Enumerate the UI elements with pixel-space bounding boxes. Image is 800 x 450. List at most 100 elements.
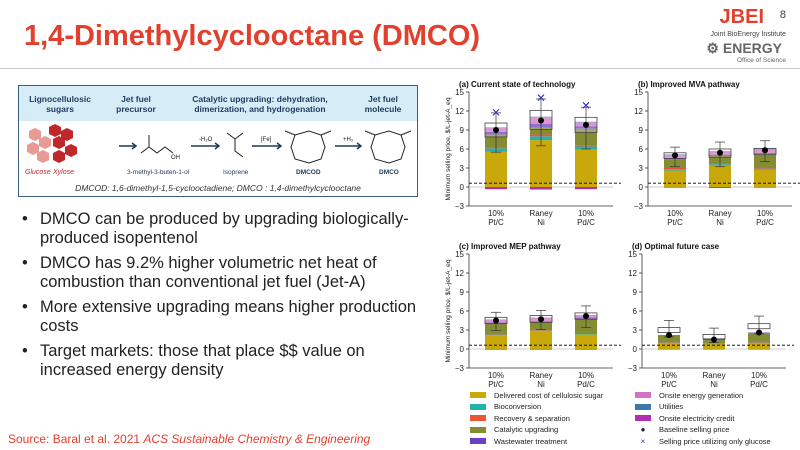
y-tick-label: −3 — [628, 364, 638, 373]
legend-swatch — [470, 392, 486, 399]
bar-segment — [658, 342, 680, 349]
slide-title: 1,4-Dimethylcyclooctane (DMCO) — [24, 20, 481, 52]
panel-title: (c) Improved MEP pathway — [459, 242, 561, 251]
diagram-header: Lignocellulosic sugars Jet fuel precurso… — [19, 86, 417, 121]
bar-segment — [658, 342, 680, 343]
y-tick-label: 12 — [628, 269, 637, 278]
diagram-caption: DMCOD: 1,6-dimethyl-1,5-cyclooctadiene; … — [75, 183, 361, 193]
bar-segment — [575, 333, 597, 335]
legend-label: Wastewater treatment — [494, 436, 568, 446]
y-tick-label: 15 — [628, 250, 637, 259]
bar-segment — [703, 343, 725, 345]
bar-segment — [754, 168, 776, 169]
baseline-point — [762, 147, 768, 154]
legend-item: Recovery & separation — [468, 413, 633, 424]
bar-segment — [748, 342, 770, 343]
y-tick-label: 6 — [460, 307, 465, 316]
bar-segment — [748, 333, 770, 343]
x-tick-label: 10% — [578, 209, 594, 218]
baseline-point — [583, 121, 589, 128]
bar-segment — [485, 349, 507, 350]
y-tick-label: 9 — [633, 288, 638, 297]
y-tick-label: 12 — [634, 107, 643, 116]
glucose-only-point — [492, 108, 500, 116]
baseline-marker-icon: ● — [640, 425, 646, 435]
bullet-item: Target markets: those that place $$ valu… — [18, 342, 428, 380]
x-tick-label: 10% — [661, 371, 677, 380]
bar-segment — [754, 169, 776, 187]
legend-item: Wastewater treatment — [468, 436, 633, 447]
y-tick-label: 0 — [639, 183, 644, 192]
bar-segment — [754, 168, 776, 170]
x-tick-label: Ni — [716, 218, 724, 227]
legend-label: Delivered cost of cellulosic sugar — [494, 390, 604, 400]
glucose-label: Glucose — [25, 169, 51, 176]
doe-subtitle: Office of Science — [736, 57, 786, 64]
y-tick-label: 12 — [455, 107, 464, 116]
oh-label: OH — [171, 155, 180, 161]
baseline-point — [666, 332, 672, 339]
x-tick-label: Ni — [710, 380, 718, 387]
doe-logo-text: ENERGY — [722, 40, 782, 56]
y-axis-label: Minimum selling price, $/L-jet-A_eq — [445, 259, 452, 362]
bar-segment — [575, 149, 597, 187]
header-upgrading: Catalytic upgrading: dehydration, dimeri… — [192, 93, 328, 114]
x-tick-label: 10% — [667, 209, 683, 218]
chart-panel: (b) Improved MVA pathway−30369121510%Pt/… — [634, 80, 800, 227]
bar-segment — [530, 140, 552, 187]
y-tick-label: 3 — [460, 326, 465, 335]
dmco-label: DMCO — [379, 169, 399, 176]
x-tick-label: 10% — [578, 371, 594, 380]
bar-segment — [575, 334, 597, 349]
bar-segment — [664, 169, 686, 171]
dmcod-label: DMCOD — [296, 169, 321, 176]
legend-item: ● Baseline selling price — [633, 425, 798, 436]
precursor-label: 3-methyl-3-buten-1-ol — [127, 169, 190, 176]
legend-item: Delivered cost of cellulosic sugar — [468, 390, 633, 401]
legend-item: Bioconversion — [468, 402, 633, 413]
y-tick-label: 9 — [460, 126, 465, 135]
legend-swatch — [635, 415, 651, 422]
step3-label: +H₂ — [343, 137, 354, 143]
y-tick-label: 15 — [455, 88, 464, 97]
baseline-point — [672, 152, 678, 159]
bar-segment — [664, 168, 686, 170]
legend-label: Recovery & separation — [494, 413, 570, 423]
y-tick-label: −3 — [634, 202, 644, 211]
x-tick-label: Pt/C — [661, 380, 677, 387]
bar-segment — [530, 330, 552, 331]
y-tick-label: −3 — [455, 202, 465, 211]
baseline-point — [717, 149, 723, 156]
bullet-item: DMCO has 9.2% higher volumetric net heat… — [18, 254, 428, 292]
legend-label: Onsite electricity credit — [659, 413, 735, 423]
legend-swatch — [470, 403, 486, 410]
bar-segment — [485, 334, 507, 336]
bar-segment — [530, 349, 552, 350]
reaction-arrows-icon — [119, 142, 363, 150]
bar-segment — [658, 335, 680, 343]
header-precursor: Jet fuel precursor — [116, 93, 156, 114]
x-tick-label: 10% — [757, 209, 773, 218]
bar-segment — [748, 342, 770, 343]
baseline-point — [538, 316, 544, 323]
glucose-only-point — [537, 94, 545, 102]
x-tick-label: Ni — [537, 218, 545, 227]
legend-swatch — [470, 426, 486, 433]
header-sugars: Lignocellulosic sugars — [29, 93, 91, 114]
x-tick-label: Raney — [702, 371, 725, 380]
step2-label: [Fe] — [261, 137, 272, 143]
bar-segment — [658, 342, 680, 343]
x-tick-label: 10% — [488, 371, 504, 380]
header-molecule: Jet fuel molecule — [364, 93, 402, 114]
x-tick-label: Pt/C — [488, 218, 504, 227]
cost-charts: Minimum selling price, $/L-jet-A_eq Mini… — [445, 80, 800, 387]
bar-segment — [485, 334, 507, 335]
y-tick-label: 0 — [460, 183, 465, 192]
legend-item: Onsite electricity credit — [633, 413, 798, 424]
bar-segment — [709, 187, 731, 188]
baseline-point — [711, 336, 717, 343]
bar-segment — [530, 187, 552, 190]
y-tick-label: 0 — [460, 345, 465, 354]
bar-segment — [485, 187, 507, 190]
glucose-marker-icon: × — [640, 436, 646, 446]
